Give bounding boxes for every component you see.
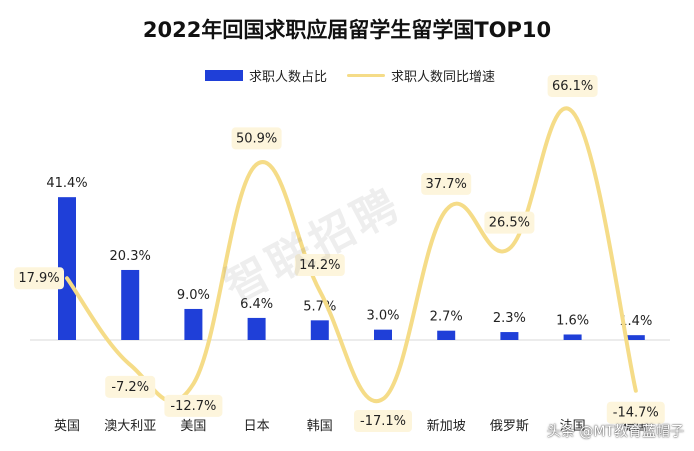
growth-point-8: 66.1% (547, 74, 598, 97)
growth-value-label-7: 26.5% (489, 216, 530, 231)
growth-label-bg-8 (547, 74, 598, 97)
category-label-6: 新加坡 (427, 418, 466, 434)
legend-line-swatch (347, 74, 386, 77)
bar-0 (58, 197, 76, 340)
growth-point-4: 14.2% (294, 254, 345, 277)
category-label-7: 俄罗斯 (490, 419, 529, 434)
growth-label-bg-6 (421, 172, 472, 195)
growth-point-7: 26.5% (484, 211, 535, 234)
category-label-3: 日本 (244, 419, 270, 434)
growth-point-3: 50.9% (231, 127, 282, 150)
bar-8 (563, 334, 582, 340)
growth-label-bg-2 (164, 394, 223, 417)
growth-label-bg-3 (231, 127, 282, 150)
growth-point-0: 17.9% (14, 267, 64, 290)
chart-title: 2022年回国求职应届留学生留学国TOP10 (142, 18, 552, 42)
bar-5 (374, 329, 392, 340)
growth-value-label-5: -17.1% (360, 414, 406, 429)
category-label-4: 韩国 (307, 419, 333, 434)
growth-point-1: -7.2% (105, 375, 156, 398)
bar-value-label-3: 6.4% (240, 297, 273, 312)
growth-value-label-2: -12.7% (170, 399, 216, 414)
growth-value-label-9: -14.7% (613, 406, 659, 421)
growth-value-label-0: 17.9% (18, 271, 59, 286)
category-label-2: 美国 (180, 419, 206, 434)
bar-value-label-1: 20.3% (110, 249, 151, 264)
growth-value-label-3: 50.9% (236, 131, 277, 146)
growth-point-5: -17.1% (354, 409, 412, 432)
bar-value-label-0: 41.4% (46, 176, 87, 191)
bar-2 (184, 308, 203, 340)
legend-bar-swatch (205, 70, 243, 81)
bar-value-label-6: 2.7% (430, 310, 463, 325)
bar-3 (247, 317, 266, 340)
growth-point-6: 37.7% (421, 172, 472, 195)
bar-value-label-7: 2.3% (493, 311, 526, 326)
growth-point-2: -12.7% (164, 394, 223, 417)
growth-value-label-4: 14.2% (299, 258, 340, 273)
growth-label-bg-1 (105, 375, 156, 398)
credit-text: 头条 @MT教育蓝帽子 (546, 424, 684, 440)
category-label-8: 法国 (560, 419, 586, 434)
growth-point-9: -14.7% (606, 401, 665, 424)
bar-4 (310, 320, 329, 340)
bar-value-label-5: 3.0% (366, 309, 399, 324)
category-label-0: 英国 (54, 419, 80, 434)
legend-line-label: 求职人数同比增速 (391, 70, 496, 85)
bar-value-label-2: 9.0% (177, 288, 210, 303)
growth-label-bg-0 (14, 267, 64, 290)
growth-label-bg-4 (294, 254, 345, 277)
growth-value-label-1: -7.2% (111, 380, 149, 395)
legend-bar-label: 求职人数占比 (249, 70, 328, 85)
growth-label-bg-5 (354, 409, 412, 432)
bar-9 (626, 335, 645, 340)
bar-value-label-9: 1.4% (619, 314, 652, 329)
bar-value-label-8: 1.6% (556, 313, 589, 328)
bar-1 (121, 269, 140, 340)
bar-6 (437, 330, 456, 340)
growth-label-bg-9 (606, 401, 665, 424)
category-label-1: 澳大利亚 (104, 418, 156, 434)
growth-line (65, 106, 638, 404)
growth-value-label-6: 37.7% (426, 177, 467, 192)
bar-7 (500, 332, 519, 340)
legend: 求职人数占比 求职人数同比增速 (205, 66, 495, 85)
growth-label-bg-7 (484, 211, 535, 234)
growth-value-label-8: 66.1% (552, 79, 593, 94)
